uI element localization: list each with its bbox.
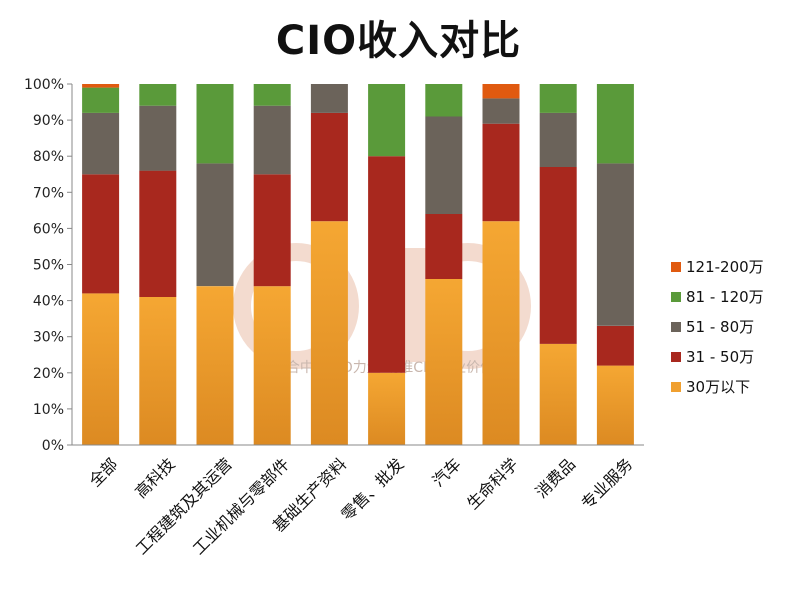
bar-segment [196, 286, 234, 445]
legend-entry: 81 - 120万 [686, 288, 764, 306]
x-category-label: 工程建筑及其运营 [132, 454, 236, 558]
legend-swatch [671, 292, 681, 302]
bar-segment [482, 84, 520, 99]
legend-swatch [671, 322, 681, 332]
bar-segment [596, 163, 634, 326]
bar-segment [482, 221, 520, 445]
bar-segment [82, 174, 120, 294]
bar-segment [253, 105, 291, 175]
bar-segment [139, 84, 177, 106]
bar-segment [368, 84, 406, 157]
bar-segment [253, 286, 291, 445]
legend-entry: 51 - 80万 [686, 318, 754, 336]
bar-segment [82, 87, 120, 113]
bar-segment [82, 84, 120, 88]
bar-segment [310, 84, 348, 113]
y-tick-label: 60% [33, 221, 64, 237]
chart-title: CIO收入对比 [275, 18, 522, 64]
y-tick-label: 80% [33, 149, 64, 165]
bar-segment [596, 325, 634, 366]
bar-segment [596, 84, 634, 164]
y-tick-label: 0% [42, 438, 64, 454]
bar-segment [368, 156, 406, 373]
x-category-label: 高科技 [131, 454, 178, 501]
x-category-label: 工业机械与零部件 [189, 454, 293, 558]
bar-segment [425, 214, 463, 279]
bar-segment [368, 372, 406, 445]
y-tick-label: 40% [33, 294, 64, 310]
x-category-label: 全部 [85, 454, 121, 490]
x-category-label: 汽车 [429, 454, 465, 490]
bar-segment [139, 297, 177, 445]
bar-segment [539, 112, 577, 167]
bar-segment [482, 98, 520, 124]
bar-segment [253, 174, 291, 287]
bar-segment [539, 84, 577, 113]
y-tick-label: 30% [33, 330, 64, 346]
x-category-label: 消费品 [532, 454, 579, 501]
bar-segment [482, 123, 520, 222]
y-tick-label: 100% [24, 77, 64, 93]
bar-segment [425, 278, 463, 445]
legend-entry: 121-200万 [686, 258, 764, 276]
y-tick-label: 10% [33, 402, 64, 418]
y-tick-label: 50% [33, 258, 64, 274]
legend-swatch [671, 262, 681, 272]
bar-segment [82, 112, 120, 175]
bar-segment [310, 112, 348, 222]
bar-segment [139, 170, 177, 297]
y-tick-label: 70% [33, 185, 64, 201]
bars-layer [82, 84, 634, 445]
x-category-label: 零售、批发 [337, 454, 407, 524]
legend-swatch [671, 352, 681, 362]
bar-segment [596, 365, 634, 445]
bar-segment [539, 343, 577, 445]
y-tick-label: 90% [33, 113, 64, 129]
bar-segment [425, 84, 463, 117]
bar-segment [253, 84, 291, 106]
bar-segment [310, 221, 348, 445]
legend-entry: 31 - 50万 [686, 348, 754, 366]
bar-segment [539, 167, 577, 344]
legend: 121-200万 81 - 120万 51 - 80万 31 - 50万 30万以下 [671, 258, 764, 396]
bar-segment [196, 163, 234, 287]
y-tick-label: 20% [33, 366, 64, 382]
x-category-label: 专业服务 [578, 454, 637, 513]
bar-segment [82, 293, 120, 445]
legend-swatch [671, 382, 681, 392]
legend-entry: 30万以下 [686, 378, 750, 396]
bar-segment [196, 84, 234, 164]
x-category-label: 生命科学 [463, 454, 522, 513]
bar-segment [139, 105, 177, 171]
bar-segment [425, 116, 463, 214]
